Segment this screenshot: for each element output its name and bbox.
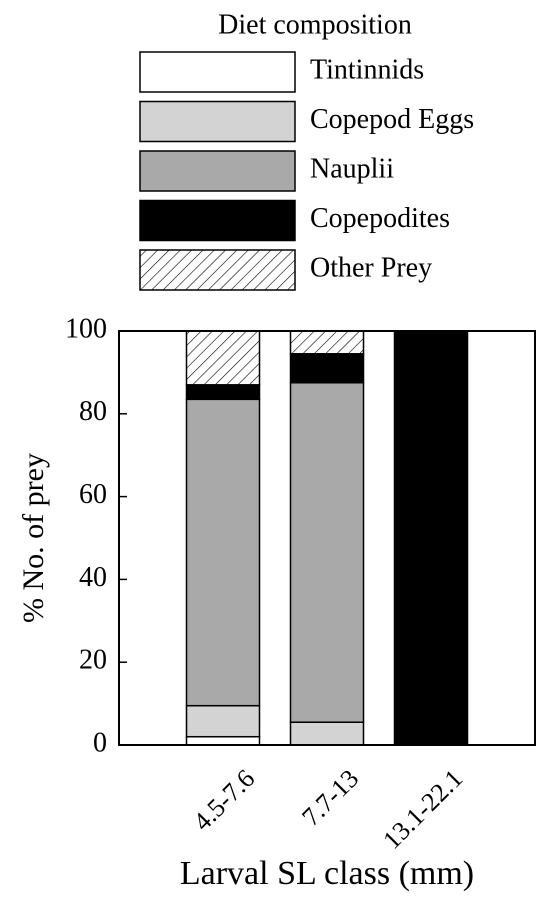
bar-segment — [185, 704, 261, 738]
x-tick-label: 13.1-22.1 — [377, 764, 468, 855]
bar-segment — [185, 330, 261, 386]
y-axis-title: % No. of prey — [17, 453, 50, 623]
y-tick-label: 80 — [79, 396, 107, 427]
plot-frame — [118, 330, 536, 746]
x-tick-label: 4.5-7.6 — [188, 764, 261, 837]
bar-segment — [289, 721, 365, 746]
y-tick-label: 40 — [79, 562, 107, 593]
y-tick-label: 60 — [79, 479, 107, 510]
x-axis-title: Larval SL class (mm) — [180, 855, 474, 892]
x-tick-label: 7.7-13 — [296, 764, 364, 832]
legend-label: Tintinnids — [310, 54, 424, 85]
legend-swatch — [139, 150, 296, 192]
legend-swatch — [139, 100, 296, 143]
bar-segment — [393, 330, 469, 746]
y-tick-label: 100 — [65, 313, 107, 344]
bar-segment — [289, 353, 365, 384]
y-tick-label: 20 — [79, 645, 107, 676]
bar-segment — [289, 330, 365, 355]
bar-segment — [289, 382, 365, 723]
legend-swatch — [139, 249, 296, 291]
y-tick-label: 0 — [93, 727, 107, 758]
legend-label: Nauplii — [310, 153, 394, 184]
legend-label: Other Prey — [310, 252, 432, 283]
bar-segment — [185, 735, 261, 746]
legend-swatch — [139, 51, 296, 93]
legend-label: Copepod Eggs — [310, 104, 474, 135]
legend-swatch — [139, 199, 296, 242]
legend-title: Diet composition — [218, 9, 412, 40]
bar-segment — [185, 398, 261, 707]
bar-segment — [185, 384, 261, 401]
legend-label: Copepodites — [310, 203, 450, 234]
